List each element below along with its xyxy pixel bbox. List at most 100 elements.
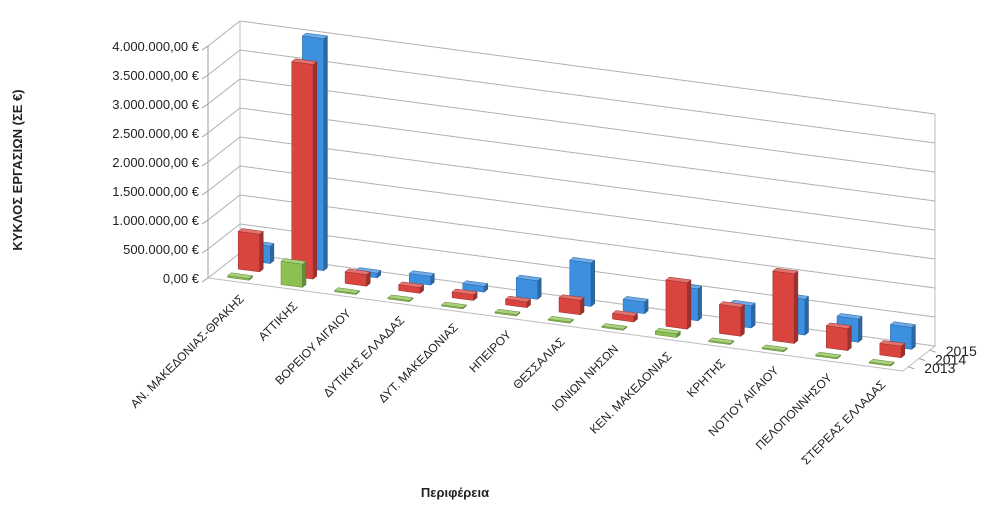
bar-2013-4 [440,301,468,310]
bar-top-face [889,321,917,328]
bar-top-face [280,258,307,265]
bar-2014-2 [344,268,371,287]
bar-front-face [826,325,848,351]
y-tick-label: 3.000.000,00 € [112,97,200,112]
gridline [207,165,936,260]
floor-outline [206,252,937,372]
bar-2013-2 [333,287,361,296]
bar-side-face [751,302,756,329]
bar-2014-12 [879,340,906,359]
bar-2014-9 [718,301,746,337]
bar-2013-10 [761,344,788,353]
depth-tick-mark [929,349,936,353]
category-label: ΗΠΕΙΡΟΥ [466,328,514,376]
bar-2014-4 [451,288,478,302]
category-label: ΘΕΣΣΑΛΙΑΣ [510,335,567,392]
category-label: ΑΤΤΙΚΗΣ [256,299,301,344]
y-tick-label: 0,00 € [163,271,200,286]
series-label-2014: 2014 [935,352,966,368]
y-axis-ticks: 0,00 € 500.000,00 € 1.000.000,00 € 1.500.00… [112,39,209,286]
depth-tick-mark [908,366,915,370]
bar-top-face [708,337,735,344]
y-tick-label: 2.000.000,00 € [112,155,200,170]
bar-top-face [344,268,371,275]
bar-side-face [740,303,745,337]
bar-top-face [654,328,681,335]
bar-top-face [622,296,649,303]
bar-side-face [302,260,307,288]
bar-front-face [772,270,795,344]
bar-side-face [323,35,328,272]
bar-side-face [270,242,275,265]
bar-2013-6 [547,316,574,324]
bar-top-face [494,308,521,316]
bar-2015-6 [569,257,596,308]
y-tick-label: 3.500.000,00 € [112,68,200,83]
gridline [207,194,936,289]
bar-2015-7 [622,296,649,315]
bar-2014-8 [665,276,692,330]
category-label: ΚΡΗΤΗΣ [684,356,728,400]
y-tick-label: 2.500.000,00 € [112,126,200,141]
bar-2014-5 [504,295,532,309]
bar-top-face [301,32,329,39]
bar-2013-11 [814,351,842,360]
bar-front-face [665,279,688,330]
bar-front-face [280,261,303,288]
bar-2014-0 [237,228,264,273]
bar-top-face [879,340,906,347]
bar-side-face [793,270,799,345]
bar-top-face [611,310,639,317]
series-label-2015: 2015 [946,343,977,359]
chart-floor [206,252,937,372]
y-tick-label: 1.000.000,00 € [112,213,200,228]
y-tick-mark [201,161,209,167]
bar-2013-1 [280,258,307,288]
bar-top-face [237,228,264,235]
bar-side-face [537,277,542,300]
y-tick-mark [201,132,209,138]
bar-top-face [451,288,478,295]
category-label: ΑΝ. ΜΑΚΕΔΟΝΙΑΣ-ΘΡΑΚΗΣ [128,292,247,411]
bar-2013-9 [708,337,735,346]
y-tick-mark [201,103,209,109]
gridline [207,107,936,202]
bar-front-face [515,277,538,300]
bar-2013-12 [868,358,895,367]
y-tick-label: 1.500.000,00 € [112,184,200,199]
bar-top-face [291,58,318,65]
bar-top-face [761,344,788,351]
bar-side-face [259,230,264,273]
y-axis-title: ΚΥΚΛΟΣ ΕΡΓΑΣΙΩΝ (ΣΕ €) [10,89,25,250]
x-axis-title: Περιφέρεια [421,485,489,500]
bar-top-face [825,322,852,329]
bar-2015-3 [408,270,435,286]
gridline [207,49,936,144]
bar-side-face [590,259,595,308]
bar-side-face [312,61,317,280]
bar-top-face [547,316,574,323]
bar-top-face [408,270,435,277]
bar-top-face [226,272,254,279]
bar-2015-4 [462,280,489,293]
y-tick-mark [201,74,209,80]
bar-2014-6 [558,294,585,316]
gridline [207,78,936,173]
gridline [207,223,936,318]
bar-top-face [462,280,489,287]
bar-top-face [601,323,628,330]
y-tick-mark [201,190,209,196]
bar-top-face [772,267,799,275]
bar-2014-3 [397,281,425,294]
y-tick-mark [201,45,209,51]
depth-tick-mark [918,358,926,361]
bar-top-face [814,351,842,359]
bar-top-face [558,294,585,301]
y-tick-mark [201,248,209,254]
bar-front-face [291,61,314,280]
gridline [207,136,936,231]
bar-front-face [237,231,260,273]
bar-top-face [718,301,746,308]
